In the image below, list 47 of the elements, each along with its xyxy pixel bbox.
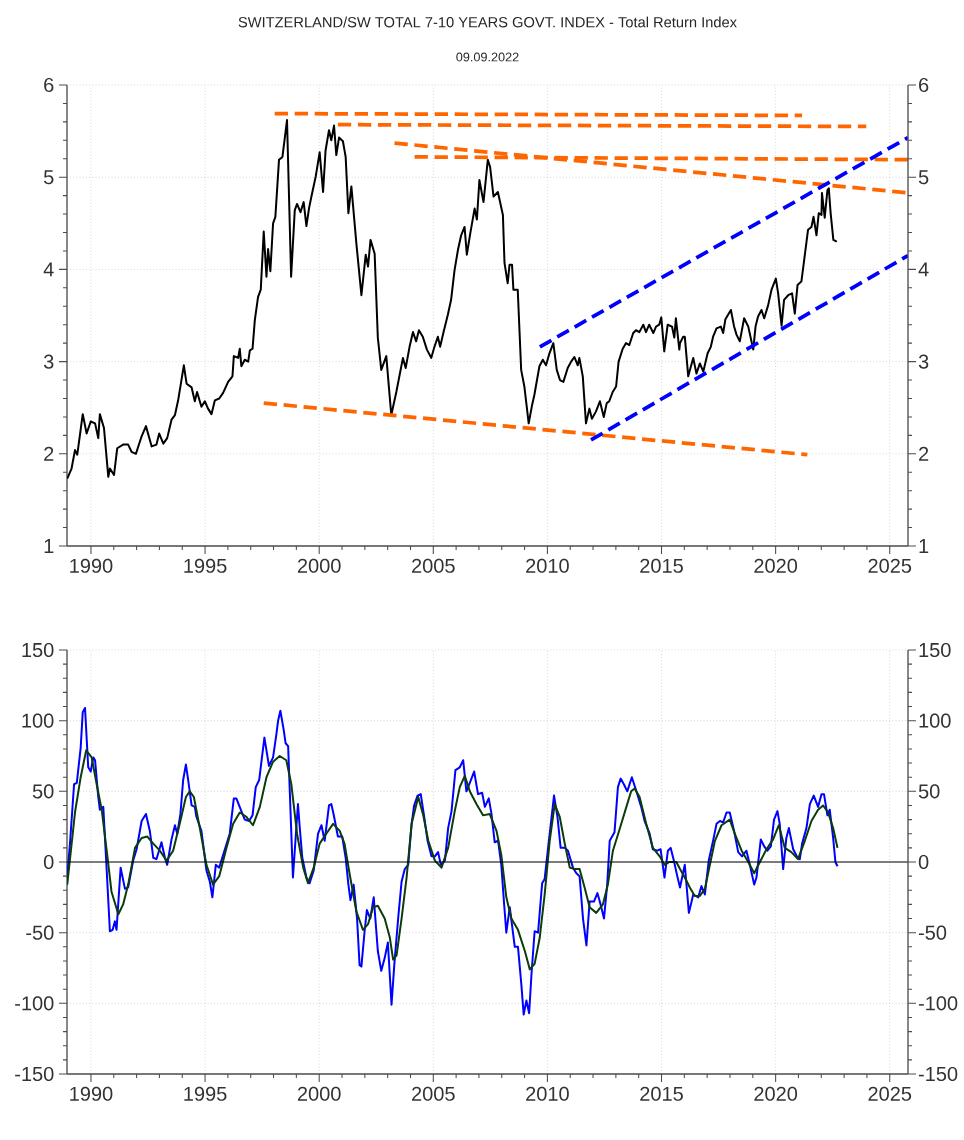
y-tick-label: 50 [32,784,54,799]
y2-tick-label: 100 [919,713,951,728]
x-tick-label: 2005 [412,558,455,573]
y-tick-label: 2 [44,446,54,461]
y2-tick-label: 1 [919,539,929,553]
y-tick-label: 150 [22,642,54,658]
x-tick-label: 1995 [184,1086,227,1101]
chart-title: SWITZERLAND/SW TOTAL 7-10 YEARS GOVT. INDEX - Total Return Index [238,16,737,28]
y-tick-label: 4 [43,262,54,277]
x-tick-label: 2025 [868,1086,912,1101]
x-tick-label: 2000 [297,1086,341,1101]
y-tick-label: 5 [43,170,54,185]
x-tick-label: 2000 [297,558,341,573]
x-tick-label: 2005 [412,1086,455,1101]
x-tick-label: 1995 [184,558,227,573]
y2-tick-label: -100 [918,996,958,1011]
y2-tick-label: 50 [918,784,940,799]
x-tick-label: 2010 [526,558,569,573]
x-tick-label: 2020 [754,558,798,573]
y-tick-label: -100 [15,996,54,1011]
y-tick-label: -50 [26,925,54,940]
y2-tick-label: -150 [918,1066,958,1082]
y2-tick-label: -50 [918,925,947,940]
y2-tick-label: 6 [919,77,929,93]
line-series [67,119,838,480]
x-tick-label: 1990 [70,1086,113,1101]
x-tick-label: 1990 [70,558,113,573]
y-tick-label: -150 [15,1066,54,1082]
x-tick-label: 2020 [754,1086,798,1101]
x-tick-label: 2025 [868,558,912,573]
y-tick-label: 3 [43,354,54,369]
y2-tick-label: 2 [919,446,929,461]
y-tick-label: 0 [43,854,54,870]
y-tick-label: 6 [44,77,54,93]
y-tick-label: 1 [44,539,54,553]
x-tick-label: 2015 [640,1086,683,1101]
y2-tick-label: 4 [918,262,929,277]
x-tick-label: 2015 [640,558,683,573]
chart-subtitle: 09.09.2022 [456,52,519,62]
y2-tick-label: 0 [918,854,929,870]
line-series [67,706,839,1016]
x-tick-label: 2010 [526,1086,569,1101]
line-series [67,749,839,971]
y2-tick-label: 150 [919,642,951,658]
y2-tick-label: 5 [918,170,929,185]
y-tick-label: 100 [22,713,54,728]
y2-tick-label: 3 [918,354,929,369]
